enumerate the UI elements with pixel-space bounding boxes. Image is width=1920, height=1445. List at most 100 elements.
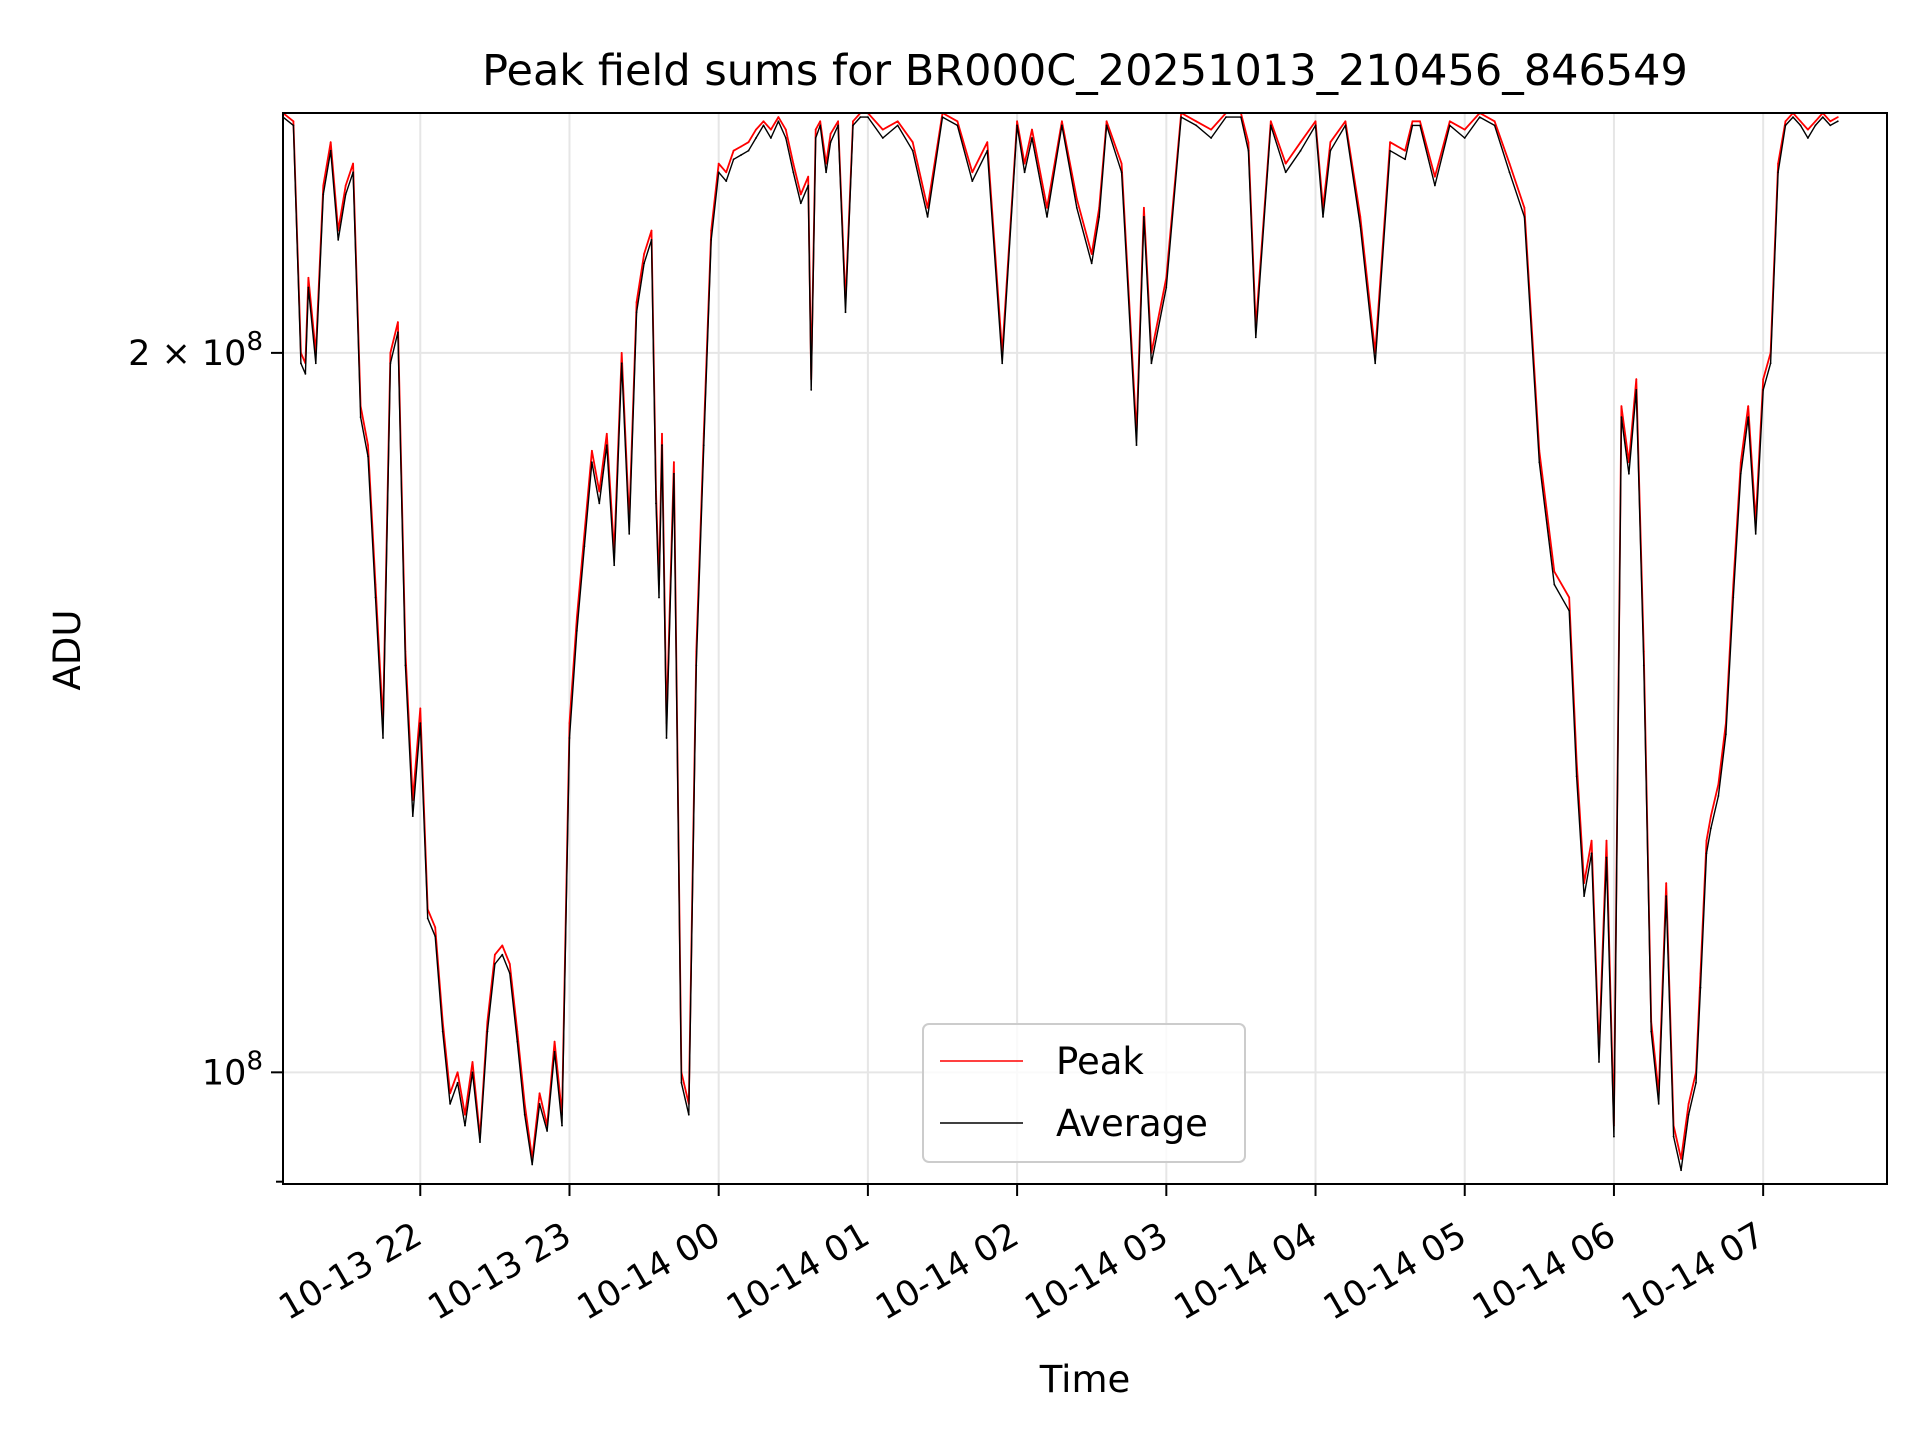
- data-point: [1322, 216, 1324, 218]
- data-point: [1747, 405, 1750, 407]
- data-point: [661, 432, 663, 435]
- data-point: [591, 461, 593, 464]
- data-point: [374, 596, 377, 599]
- data-point: [494, 953, 496, 956]
- data-point: [819, 120, 822, 123]
- data-point: [655, 502, 657, 505]
- data-point: [911, 141, 914, 144]
- data-point: [1061, 124, 1063, 127]
- data-point: [1829, 124, 1832, 127]
- data-point: [605, 432, 608, 435]
- data-point: [695, 664, 698, 667]
- data-point: [426, 917, 429, 920]
- data-point: [1195, 124, 1198, 127]
- data-point: [1150, 362, 1153, 365]
- data-point: [792, 162, 795, 165]
- data-point: [926, 216, 929, 218]
- data-point: [1195, 120, 1198, 123]
- data-point: [1508, 162, 1511, 165]
- data-point: [1836, 120, 1839, 123]
- data-point: [1075, 197, 1078, 200]
- data-point: [344, 193, 347, 196]
- data-point: [1739, 472, 1742, 475]
- data-point: [314, 362, 317, 365]
- data-point: [1523, 216, 1526, 218]
- data-point: [344, 184, 347, 187]
- data-point: [471, 1071, 474, 1074]
- data-point: [1590, 839, 1593, 842]
- data-point: [1508, 171, 1511, 174]
- data-point: [1247, 149, 1250, 152]
- data-point: [1210, 128, 1212, 131]
- data-point: [1799, 124, 1802, 127]
- data-point: [1023, 162, 1026, 165]
- data-point: [292, 124, 295, 127]
- data-point: [1411, 124, 1414, 127]
- data-point: [1523, 206, 1526, 209]
- data-point: [553, 1040, 556, 1043]
- y-axis-label: ADU: [46, 610, 89, 691]
- data-point: [1135, 444, 1138, 446]
- data-point: [1739, 461, 1742, 464]
- data-point: [1553, 570, 1556, 573]
- data-point: [1754, 533, 1757, 535]
- data-point: [1478, 116, 1481, 118]
- data-point: [1016, 124, 1018, 127]
- data-point: [397, 321, 399, 324]
- data-point: [1090, 262, 1093, 265]
- data-point: [1016, 120, 1018, 123]
- data-point: [1411, 120, 1414, 123]
- data-point: [661, 444, 663, 446]
- data-point: [322, 193, 325, 196]
- data-point: [464, 1124, 466, 1127]
- data-point: [732, 149, 735, 152]
- data-point: [1717, 795, 1720, 797]
- data-point: [456, 1071, 459, 1074]
- data-point: [717, 162, 720, 165]
- data-point: [1672, 1135, 1675, 1138]
- data-point: [1143, 216, 1145, 218]
- data-point: [561, 1124, 563, 1127]
- data-point: [1165, 286, 1168, 289]
- data-point: [825, 171, 827, 174]
- data-point: [1329, 149, 1332, 152]
- data-point: [971, 180, 974, 183]
- data-point: [382, 737, 384, 739]
- data-point: [1829, 120, 1832, 123]
- data-point: [1344, 120, 1347, 123]
- data-point: [598, 490, 601, 493]
- data-point: [583, 545, 586, 548]
- data-point: [762, 120, 765, 123]
- data-point: [1680, 1158, 1682, 1160]
- data-point: [1620, 405, 1623, 407]
- data-point: [501, 944, 504, 947]
- data-point: [434, 926, 437, 929]
- data-point: [1143, 206, 1145, 209]
- data-point: [770, 137, 772, 139]
- data-point: [1747, 416, 1750, 418]
- data-point: [307, 276, 310, 279]
- data-point: [1799, 120, 1802, 123]
- data-point: [576, 630, 578, 632]
- data-point: [620, 352, 623, 354]
- data-point: [829, 141, 832, 144]
- data-point: [1374, 362, 1377, 365]
- data-point: [494, 963, 496, 965]
- data-point: [1434, 184, 1436, 187]
- legend: Peak Average: [922, 1023, 1246, 1163]
- data-point: [1180, 116, 1183, 118]
- x-axis-label: Time: [1039, 1358, 1131, 1401]
- data-point: [1710, 815, 1712, 817]
- data-point: [1299, 141, 1302, 144]
- data-point: [762, 124, 765, 127]
- series-line-average: [283, 116, 1839, 1171]
- data-point: [538, 1092, 541, 1095]
- data-point: [896, 124, 899, 127]
- data-point: [479, 1141, 481, 1143]
- data-point: [740, 154, 742, 156]
- data-point: [635, 311, 638, 314]
- data-point: [352, 162, 354, 165]
- data-point: [620, 362, 623, 365]
